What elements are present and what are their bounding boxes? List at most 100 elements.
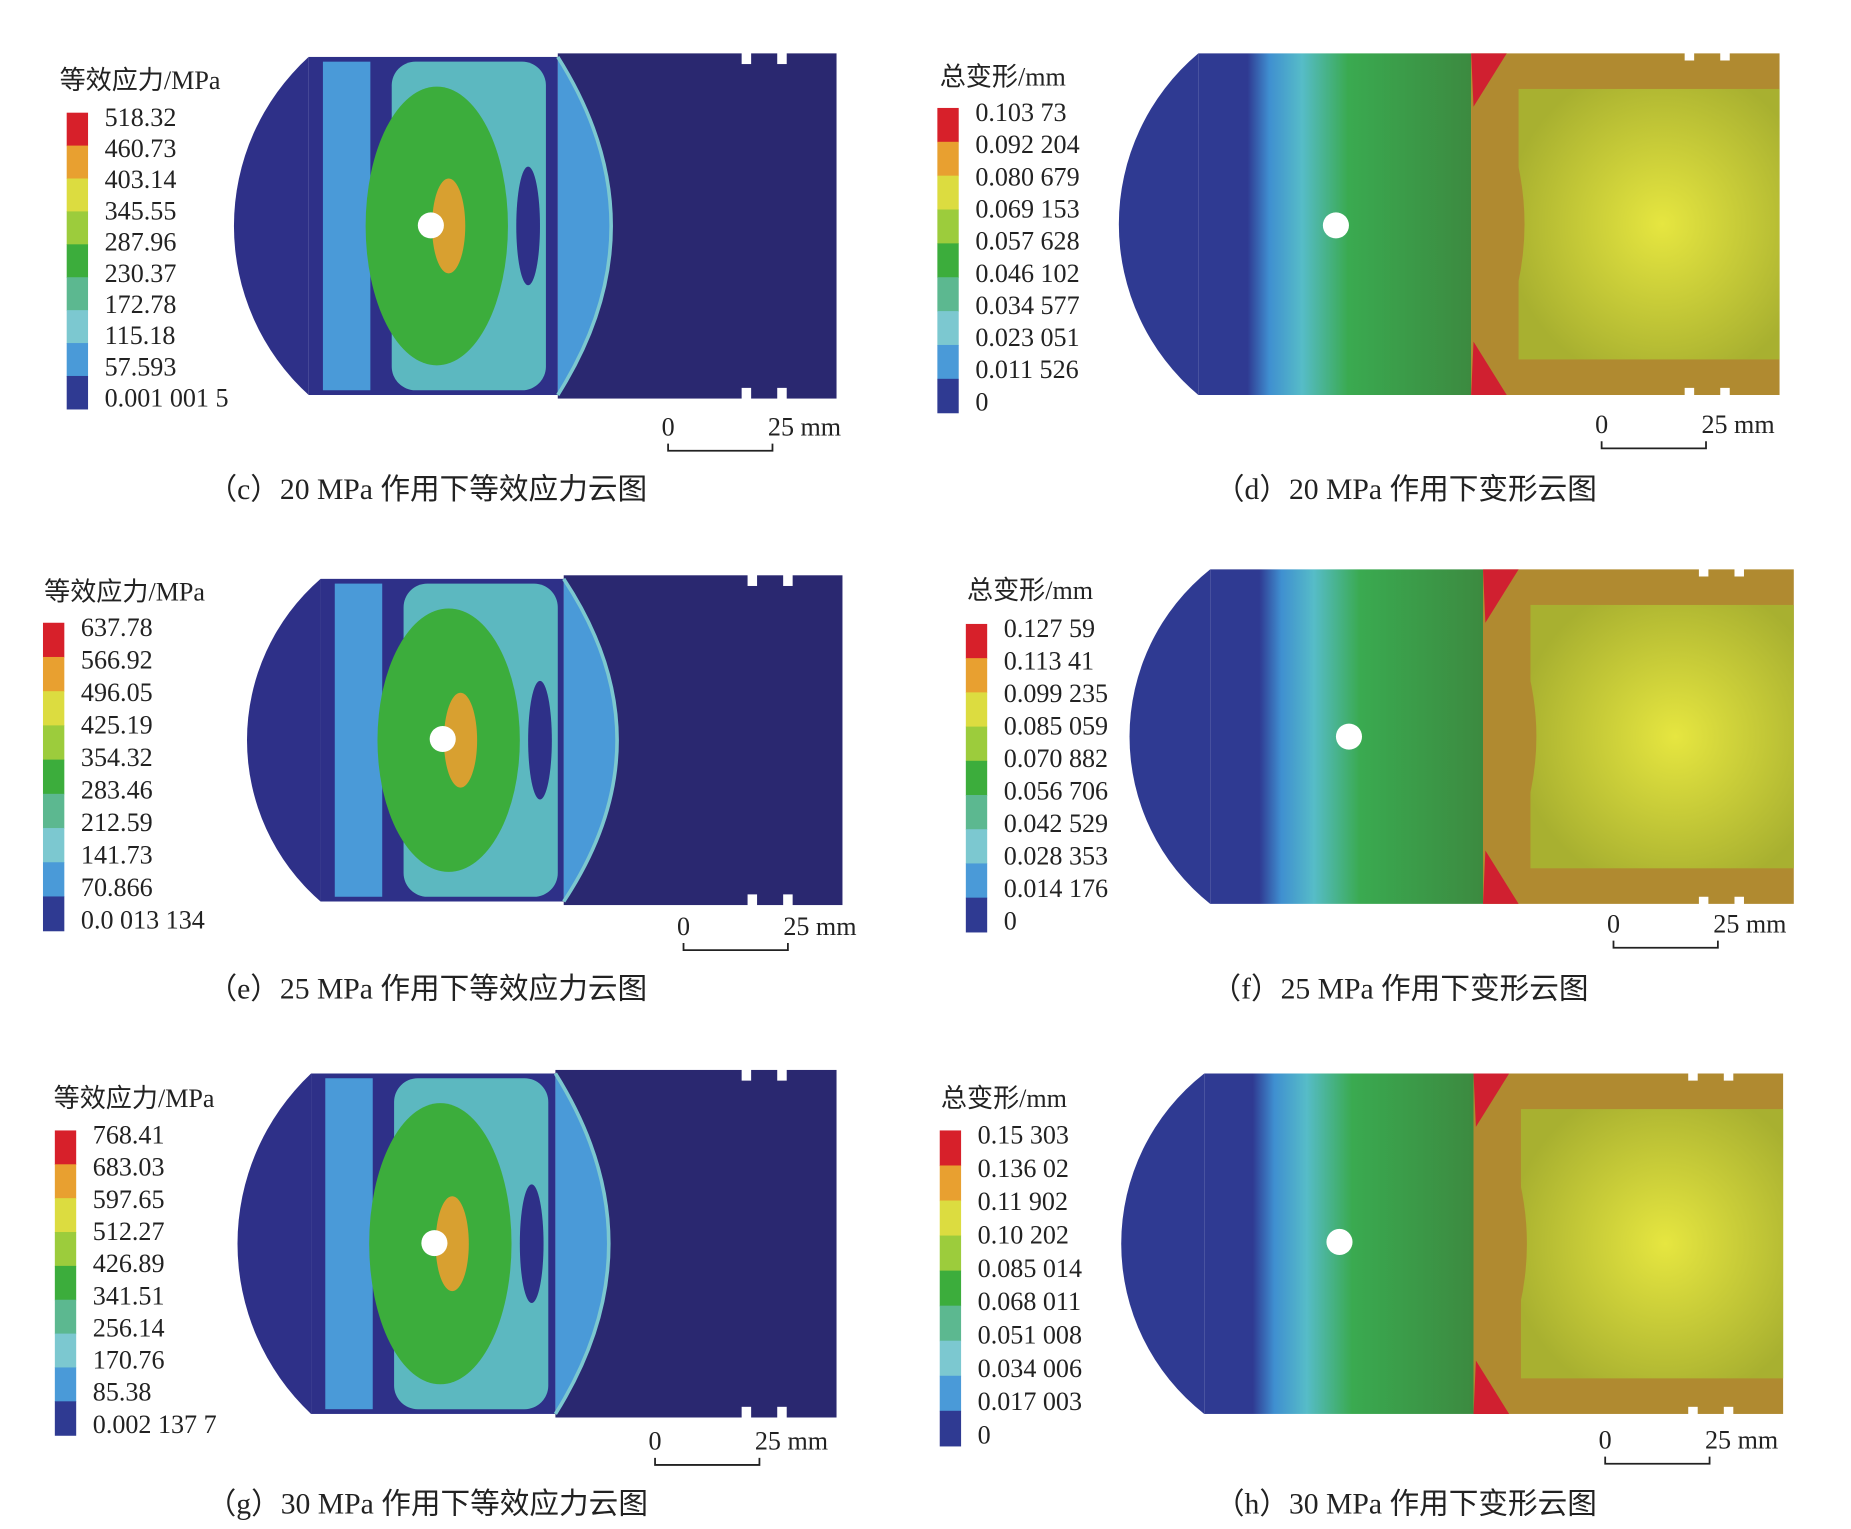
cap bbox=[1483, 569, 1537, 904]
legend-label: 0.092 204 bbox=[975, 130, 1079, 159]
caption: （g）30 MPa 作用下等效应力云图 bbox=[207, 1487, 648, 1520]
legend-title: 等效应力/MPa bbox=[60, 66, 221, 95]
cap bbox=[1473, 1073, 1527, 1414]
legend-label: 597.65 bbox=[93, 1185, 165, 1214]
legend-swatch bbox=[965, 692, 988, 728]
notch bbox=[1684, 387, 1695, 400]
hole bbox=[1326, 1228, 1353, 1255]
caption: （h）30 MPa 作用下变形云图 bbox=[1215, 1487, 1597, 1520]
legend-label: 141.73 bbox=[81, 840, 153, 869]
legend-title: 总变形/mm bbox=[941, 1084, 1067, 1113]
scale-end: 25 mm bbox=[755, 1427, 828, 1456]
corner bbox=[1471, 53, 1507, 107]
legend-swatch bbox=[939, 1270, 962, 1307]
legend-swatch bbox=[54, 1333, 77, 1369]
legend-label: 0.034 006 bbox=[978, 1354, 1082, 1383]
dark bbox=[528, 680, 552, 800]
panel: 等效应力/MPa 768.41 683.03 597.65 512.27 426.89 34… bbox=[54, 1068, 837, 1520]
legend-label: 230.37 bbox=[105, 259, 177, 288]
legend-swatch bbox=[965, 726, 988, 762]
notch bbox=[1723, 1406, 1734, 1419]
legend-label: 0.051 008 bbox=[978, 1321, 1082, 1350]
legend-swatch bbox=[54, 1367, 77, 1402]
notch bbox=[777, 1068, 787, 1081]
legend-label: 0.085 059 bbox=[1004, 712, 1108, 741]
legend-label: 683.03 bbox=[93, 1153, 165, 1182]
legend-swatch bbox=[937, 243, 959, 278]
legend-swatch bbox=[937, 277, 959, 312]
panel: 等效应力/MPa 637.78 566.92 496.05 425.19 354.32 28… bbox=[42, 574, 857, 1005]
legend-label: 345.55 bbox=[105, 196, 177, 225]
legend-label: 496.05 bbox=[81, 678, 153, 707]
legend-swatch bbox=[42, 622, 65, 658]
notch bbox=[1684, 48, 1695, 61]
legend-swatch bbox=[66, 375, 89, 410]
legend-swatch bbox=[42, 759, 65, 795]
legend-swatch bbox=[937, 344, 959, 380]
legend-swatch bbox=[42, 725, 65, 761]
caption: （d）20 MPa 作用下变形云图 bbox=[1215, 473, 1597, 506]
legend-swatch bbox=[939, 1235, 962, 1272]
legend-label: 0.068 011 bbox=[978, 1287, 1081, 1316]
cap bbox=[1471, 53, 1525, 396]
inner bbox=[1530, 604, 1794, 869]
dome bbox=[1118, 53, 1199, 396]
hot bbox=[435, 1196, 469, 1292]
legend-swatch bbox=[66, 244, 89, 278]
hot bbox=[443, 692, 478, 788]
legend-swatch bbox=[937, 311, 959, 346]
legend-swatch bbox=[54, 1198, 77, 1233]
cap bbox=[562, 577, 619, 903]
legend-label: 0.136 02 bbox=[978, 1154, 1069, 1183]
legend-swatch bbox=[54, 1401, 77, 1436]
legend-swatch bbox=[939, 1375, 962, 1412]
band bbox=[322, 61, 371, 391]
notch bbox=[1734, 896, 1744, 909]
legend-label: 354.32 bbox=[81, 743, 153, 772]
legend-label: 0.042 529 bbox=[1004, 809, 1108, 838]
legend-swatch bbox=[937, 107, 959, 143]
legend-label: 0.002 137 7 bbox=[93, 1410, 217, 1439]
legend-label: 460.73 bbox=[105, 134, 177, 163]
legend-label: 0.10 202 bbox=[978, 1221, 1069, 1250]
scale-bar bbox=[1604, 1456, 1711, 1465]
hole bbox=[1335, 723, 1363, 750]
corner bbox=[1473, 1360, 1510, 1414]
dome bbox=[237, 1073, 312, 1414]
legend-label: 0.069 153 bbox=[975, 194, 1079, 223]
notch bbox=[777, 1406, 787, 1419]
notch bbox=[1720, 48, 1730, 61]
notch bbox=[1688, 1068, 1698, 1081]
dome bbox=[233, 56, 309, 396]
scale-bar bbox=[654, 1457, 761, 1466]
legend-label: 0.034 577 bbox=[975, 291, 1079, 320]
legend-label: 0 bbox=[975, 387, 988, 416]
legend-swatch bbox=[66, 343, 89, 377]
scale-bar bbox=[682, 943, 789, 952]
legend-swatch bbox=[939, 1305, 962, 1342]
caption: （e）25 MPa 作用下等效应力云图 bbox=[207, 972, 647, 1005]
legend-label: 0.113 41 bbox=[1004, 647, 1094, 676]
scale-start: 0 bbox=[662, 412, 675, 441]
scale-end: 25 mm bbox=[783, 912, 856, 941]
notch bbox=[783, 894, 793, 907]
legend-swatch bbox=[937, 141, 959, 177]
band bbox=[325, 1078, 373, 1410]
legend-label: 0.127 59 bbox=[1004, 614, 1095, 643]
legend-title: 总变形/mm bbox=[967, 576, 1093, 605]
corner bbox=[1473, 1073, 1510, 1127]
legend-label: 0.080 679 bbox=[975, 162, 1079, 191]
legend-swatch bbox=[42, 828, 65, 863]
legend-swatch bbox=[965, 829, 988, 865]
scale-bar bbox=[667, 443, 774, 452]
panel: 总变形/mm 0.127 59 0.113 41 0.099 235 0.085 059… bbox=[965, 564, 1794, 1005]
legend-label: 0.023 051 bbox=[975, 323, 1079, 352]
scale-start: 0 bbox=[1607, 909, 1620, 938]
legend-label: 0.056 706 bbox=[1004, 777, 1108, 806]
legend-swatch bbox=[939, 1340, 962, 1377]
legend-label: 425.19 bbox=[81, 710, 153, 739]
legend-swatch bbox=[965, 897, 988, 933]
caption: （f）25 MPa 作用下变形云图 bbox=[1211, 972, 1588, 1005]
legend-swatch bbox=[54, 1265, 77, 1301]
